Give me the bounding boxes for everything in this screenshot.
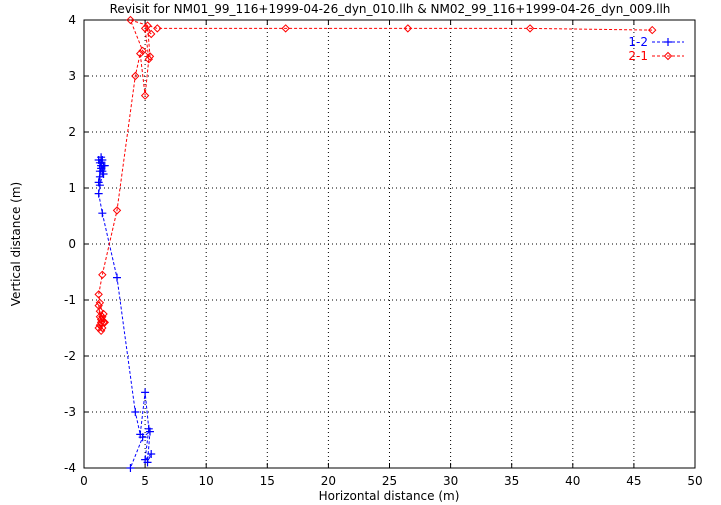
x-tick-label: 10: [199, 474, 214, 488]
y-axis-label: Vertical distance (m): [9, 182, 23, 306]
data-point: [98, 209, 107, 218]
axis-ticks: 0 5 10 15 20 25 30 35 40 45 50 -4 -3 -2 -1 0 1 2 3 4: [64, 13, 703, 488]
legend-label-2-1: 2-1: [628, 49, 648, 63]
data-point: [144, 54, 153, 64]
data-point: [98, 323, 107, 333]
x-tick-label: 0: [80, 474, 88, 488]
chart-title: Revisit for NM01_99_116+1999-04-26_dyn_0…: [110, 2, 671, 16]
data-point: [131, 71, 140, 81]
grid: [84, 20, 695, 468]
data-point: [145, 427, 154, 436]
data-point: [143, 458, 152, 467]
y-tick-label: -2: [64, 349, 76, 363]
data-point: [281, 24, 290, 33]
data-point: [95, 298, 105, 308]
data-point: [145, 52, 155, 61]
x-tick-label: 5: [141, 474, 149, 488]
data-point: [112, 273, 121, 282]
data-point: [138, 46, 147, 56]
y-tick-label: 2: [68, 125, 76, 139]
x-tick-label: 30: [443, 474, 458, 488]
data-point: [99, 318, 108, 327]
data-point: [140, 91, 150, 100]
data-point: [99, 309, 108, 319]
data-point: [95, 306, 105, 316]
series-2-1: [94, 15, 657, 336]
data-point: [112, 206, 122, 215]
y-tick-label: 4: [68, 13, 76, 27]
data-point: [143, 21, 152, 30]
y-tick-label: 1: [68, 181, 76, 195]
data-point: [153, 24, 162, 33]
y-tick-label: -1: [64, 293, 76, 307]
legend-label-1-2: 1-2: [628, 35, 648, 49]
series-1-2: [94, 153, 156, 472]
x-tick-label: 45: [626, 474, 641, 488]
x-tick-label: 15: [260, 474, 275, 488]
y-tick-label: -4: [64, 461, 76, 475]
data-point: [99, 170, 108, 178]
x-tick-label: 50: [687, 474, 702, 488]
data-point: [147, 450, 156, 458]
data-point: [147, 29, 156, 39]
x-tick-label: 20: [321, 474, 336, 488]
legend-marker-1-2: [664, 38, 672, 46]
legend-marker-2-1: [663, 51, 673, 61]
data-point: [403, 24, 413, 33]
x-tick-label: 40: [565, 474, 580, 488]
x-tick-label: 25: [382, 474, 397, 488]
data-point: [97, 153, 106, 162]
series-line-1-2: [98, 157, 152, 469]
data-point: [648, 25, 657, 35]
data-point: [94, 290, 103, 299]
data-point: [126, 464, 135, 472]
data-point: [131, 408, 140, 416]
data-point: [95, 181, 104, 190]
data-point: [100, 161, 109, 170]
data-point: [141, 388, 150, 397]
data-point: [98, 312, 107, 322]
data-point: [136, 49, 145, 58]
data-point: [138, 433, 147, 442]
series-line-2-1: [98, 19, 653, 331]
data-point: [140, 24, 150, 33]
series-layer: [94, 15, 657, 472]
data-point: [98, 270, 107, 280]
legend: 1-22-1: [628, 35, 684, 63]
data-point: [100, 318, 109, 327]
x-axis-label: Horizontal distance (m): [319, 489, 460, 503]
y-tick-label: 0: [68, 237, 76, 251]
data-point: [525, 24, 535, 33]
x-tick-label: 35: [504, 474, 519, 488]
data-point: [126, 15, 135, 25]
data-point: [96, 326, 106, 336]
y-tick-label: 3: [68, 69, 76, 83]
data-point: [94, 189, 103, 198]
y-tick-label: -3: [64, 405, 76, 419]
